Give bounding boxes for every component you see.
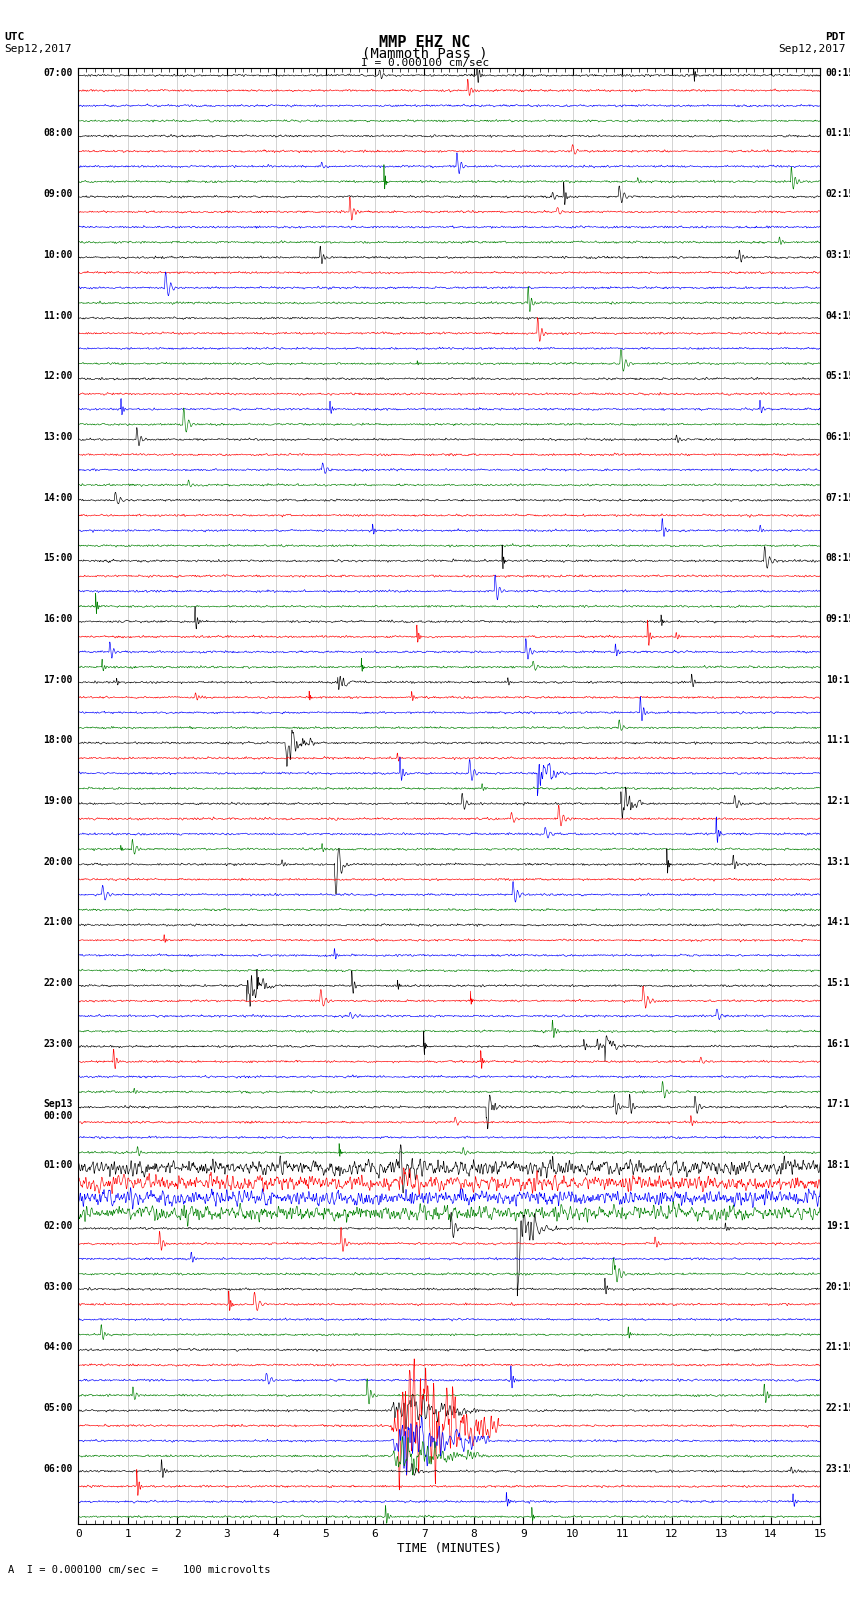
Text: 07:15: 07:15 — [826, 492, 850, 503]
X-axis label: TIME (MINUTES): TIME (MINUTES) — [397, 1542, 502, 1555]
Text: 03:15: 03:15 — [826, 250, 850, 260]
Text: UTC: UTC — [4, 32, 25, 42]
Text: Sep12,2017: Sep12,2017 — [4, 44, 71, 53]
Text: 17:00: 17:00 — [43, 674, 72, 684]
Text: 20:00: 20:00 — [43, 857, 72, 866]
Text: 01:15: 01:15 — [826, 129, 850, 139]
Text: 21:00: 21:00 — [43, 918, 72, 927]
Text: 16:00: 16:00 — [43, 615, 72, 624]
Text: 14:15: 14:15 — [826, 918, 850, 927]
Text: 15:15: 15:15 — [826, 977, 850, 989]
Text: 16:15: 16:15 — [826, 1039, 850, 1048]
Text: 10:15: 10:15 — [826, 674, 850, 684]
Text: 14:00: 14:00 — [43, 492, 72, 503]
Text: 09:00: 09:00 — [43, 189, 72, 198]
Text: Sep13
00:00: Sep13 00:00 — [43, 1100, 72, 1121]
Text: 04:15: 04:15 — [826, 311, 850, 321]
Text: 21:15: 21:15 — [826, 1342, 850, 1352]
Text: 23:15: 23:15 — [826, 1463, 850, 1474]
Text: 04:00: 04:00 — [43, 1342, 72, 1352]
Text: 02:15: 02:15 — [826, 189, 850, 198]
Text: 12:15: 12:15 — [826, 797, 850, 806]
Text: PDT: PDT — [825, 32, 846, 42]
Text: 02:00: 02:00 — [43, 1221, 72, 1231]
Text: 06:15: 06:15 — [826, 432, 850, 442]
Text: 10:00: 10:00 — [43, 250, 72, 260]
Text: 00:15: 00:15 — [826, 68, 850, 77]
Text: 22:00: 22:00 — [43, 977, 72, 989]
Text: 01:00: 01:00 — [43, 1160, 72, 1169]
Text: MMP EHZ NC: MMP EHZ NC — [379, 35, 471, 50]
Text: 06:00: 06:00 — [43, 1463, 72, 1474]
Text: I = 0.000100 cm/sec: I = 0.000100 cm/sec — [361, 58, 489, 68]
Text: 09:15: 09:15 — [826, 615, 850, 624]
Text: 22:15: 22:15 — [826, 1403, 850, 1413]
Text: 19:15: 19:15 — [826, 1221, 850, 1231]
Text: 15:00: 15:00 — [43, 553, 72, 563]
Text: 03:00: 03:00 — [43, 1281, 72, 1292]
Text: 23:00: 23:00 — [43, 1039, 72, 1048]
Text: 18:15: 18:15 — [826, 1160, 850, 1169]
Text: 11:15: 11:15 — [826, 736, 850, 745]
Text: 17:15: 17:15 — [826, 1100, 850, 1110]
Text: 19:00: 19:00 — [43, 797, 72, 806]
Text: 13:00: 13:00 — [43, 432, 72, 442]
Text: 18:00: 18:00 — [43, 736, 72, 745]
Text: 08:00: 08:00 — [43, 129, 72, 139]
Text: 08:15: 08:15 — [826, 553, 850, 563]
Text: 20:15: 20:15 — [826, 1281, 850, 1292]
Text: Sep12,2017: Sep12,2017 — [779, 44, 846, 53]
Text: 05:00: 05:00 — [43, 1403, 72, 1413]
Text: 11:00: 11:00 — [43, 311, 72, 321]
Text: (Mammoth Pass ): (Mammoth Pass ) — [362, 47, 488, 61]
Text: 07:00: 07:00 — [43, 68, 72, 77]
Text: 12:00: 12:00 — [43, 371, 72, 381]
Text: 13:15: 13:15 — [826, 857, 850, 866]
Text: A  I = 0.000100 cm/sec =    100 microvolts: A I = 0.000100 cm/sec = 100 microvolts — [8, 1565, 271, 1574]
Text: 05:15: 05:15 — [826, 371, 850, 381]
